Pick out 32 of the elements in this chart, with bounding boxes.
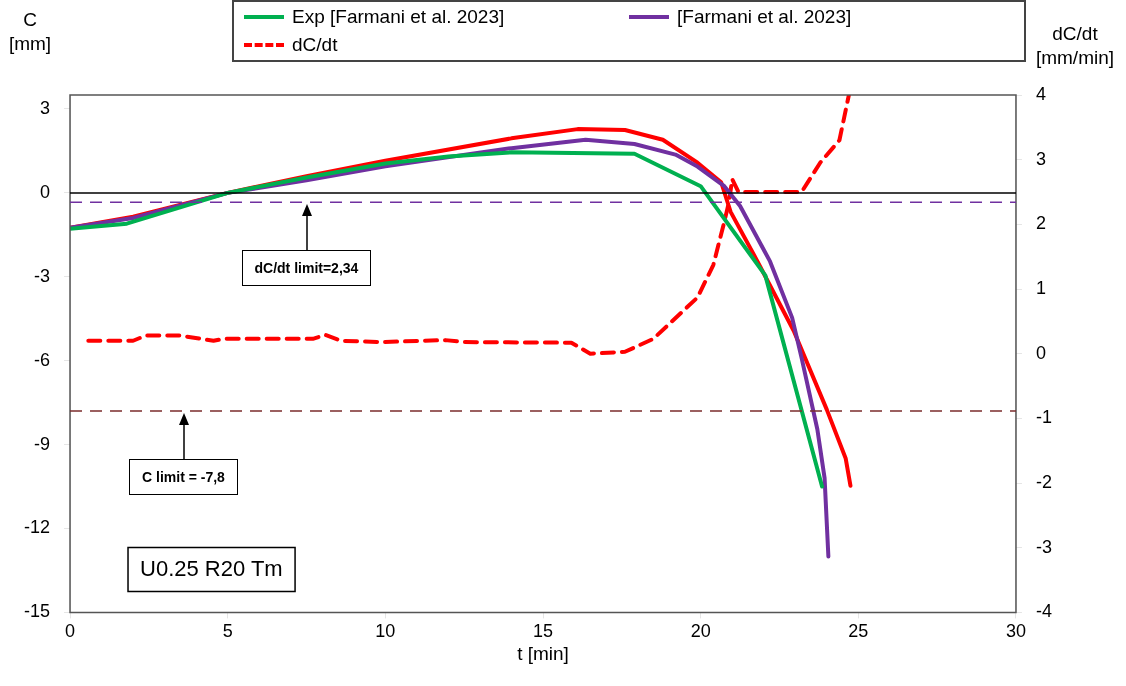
y2-tick-label: -1 [1036,407,1053,428]
x-axis-title: t [min] [516,642,570,667]
x-tick-label: 20 [690,621,711,642]
y-tick-label: -12 [24,517,51,538]
x-tick-label: 25 [848,621,869,642]
x-tick-label: 15 [532,621,554,642]
legend-label: dC/dt [292,34,338,56]
ref-line-label: C limit = -7,8 [129,459,238,496]
y2-tick-label: -4 [1036,601,1053,622]
x-tick-label: 5 [222,621,233,642]
y-tick-label: -9 [34,433,51,454]
y2-tick-label: 0 [1036,342,1047,363]
y-tick-label: -6 [34,349,51,370]
x-tick-label: 0 [65,621,76,642]
x-tick-label: 10 [375,621,396,642]
x-tick-label: 30 [1005,621,1027,642]
annotation: U0.25 R20 Tm [140,556,283,582]
y-tick-label: -3 [34,265,51,286]
y2-tick-label: 4 [1036,83,1047,104]
y2-axis-title: dC/dt [mm/min] [1034,22,1116,70]
y-tick-label: 3 [40,97,51,118]
y2-tick-label: -3 [1036,536,1053,557]
y-tick-label: 0 [40,181,51,202]
legend-label: [Farmani et al. 2023] [677,6,852,28]
y2-tick-label: -2 [1036,472,1053,493]
y2-tick-label: 2 [1036,213,1047,234]
legend-label: Exp [Farmani et al. 2023] [292,6,505,28]
y-axis-title: C [mm] [7,8,53,56]
y-tick-label: -15 [24,601,51,622]
y2-tick-label: 1 [1036,277,1047,298]
y2-tick-label: 3 [1036,148,1047,169]
ref-line-label: dC/dt limit=2,34 [241,250,372,287]
